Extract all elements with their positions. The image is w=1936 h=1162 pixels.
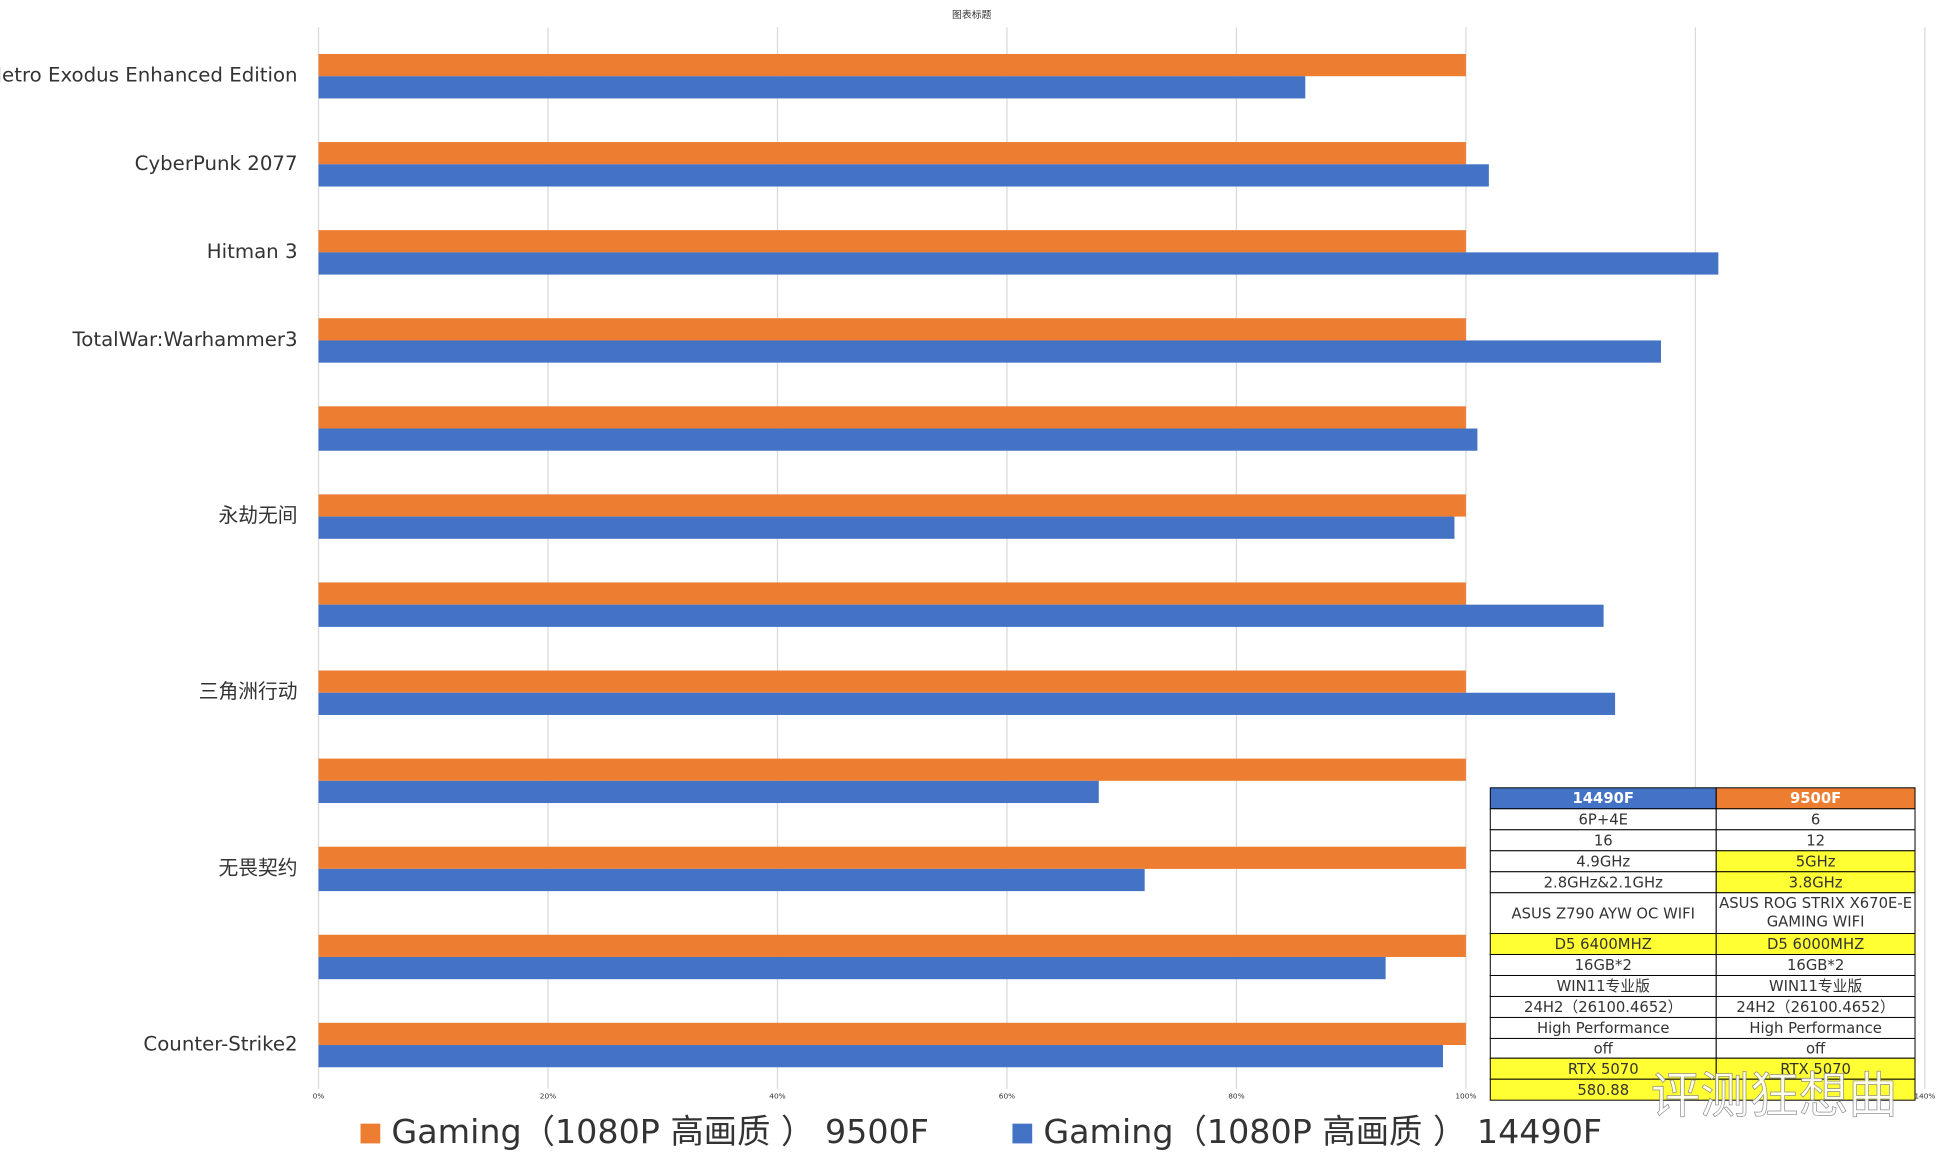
chart-title: 图表标题 (952, 8, 992, 21)
bar (318, 53, 1466, 77)
bar (318, 604, 1604, 627)
bar (318, 428, 1478, 451)
legend-label: Gaming（1080P 高画质 ） 14490F (1043, 1112, 1602, 1151)
table-cell-text: 16GB*2 (1575, 957, 1632, 974)
y-tick-label: Counter-Strike2 (143, 1033, 297, 1056)
bar (318, 494, 1466, 517)
x-tick-label: 40% (769, 1091, 785, 1100)
table-cell-text: 16GB*2 (1787, 957, 1844, 974)
bar (318, 230, 1466, 253)
table-header: 14490F (1572, 790, 1634, 807)
bar (318, 164, 1489, 187)
bar (318, 846, 1466, 869)
table-cell-text: High Performance (1537, 1020, 1669, 1037)
bar (318, 516, 1455, 539)
bar (318, 1022, 1466, 1046)
table-cell-text: 24H2（26100.4652） (1524, 999, 1682, 1016)
table-cell-text: 3.8GHz (1789, 874, 1843, 891)
table-cell-text: 16 (1594, 833, 1613, 850)
bar (318, 780, 1099, 804)
y-tick-label: 永劫无间 (219, 504, 298, 527)
legend-swatch (1012, 1123, 1033, 1144)
bar (318, 318, 1466, 341)
table-cell-text: RTX 5070 (1780, 1061, 1851, 1078)
table-cell-text: D5 6400MHZ (1555, 936, 1652, 953)
table-cell-text: 4.9GHz (1576, 854, 1630, 871)
table-cell-text: 24H2（26100.4652） (1736, 999, 1894, 1016)
x-tick-label: 80% (1228, 1091, 1244, 1100)
table-cell-text: 580.88 (1577, 1082, 1629, 1099)
y-tick-label: Hitman 3 (207, 240, 298, 263)
table-cell (1715, 892, 1916, 934)
bar (318, 692, 1616, 715)
y-tick-label: CyberPunk 2077 (135, 152, 298, 175)
table-cell-text: 5GHz (1796, 854, 1836, 871)
legend-swatch (360, 1123, 381, 1144)
bar (318, 252, 1719, 275)
bar (318, 934, 1466, 957)
bar (318, 76, 1306, 99)
bar (318, 142, 1466, 165)
bar (318, 582, 1466, 605)
x-tick-label: 60% (999, 1091, 1015, 1100)
y-tick-label: 三角洲行动 (199, 680, 298, 703)
y-tick-label: Metro Exodus Enhanced Edition (0, 64, 298, 87)
table-cell-text: 6 (1811, 812, 1820, 829)
table-cell-text: ASUS ROG STRIX X670E-E GAMING WIFI (1719, 895, 1912, 931)
bar (318, 1045, 1443, 1068)
table-cell-text: WIN11专业版 (1557, 978, 1650, 995)
table-cell-text: 6P+4E (1578, 812, 1628, 829)
x-tick-label: 140% (1914, 1091, 1935, 1100)
table-header: 9500F (1790, 790, 1841, 807)
table-cell-text: ASUS Z790 AYW OC WIFI (1512, 905, 1695, 922)
legend-label: Gaming（1080P 高画质 ） 9500F (391, 1112, 929, 1151)
table-cell-text: off (1806, 1041, 1826, 1058)
table-cell (1715, 1078, 1916, 1101)
x-tick-label: 0% (313, 1091, 325, 1100)
table-cell-text: D5 6000MHZ (1767, 936, 1864, 953)
table-cell-text: High Performance (1749, 1020, 1881, 1037)
x-tick-label: 100% (1455, 1091, 1476, 1100)
x-tick-label: 20% (540, 1091, 556, 1100)
y-tick-label: 无畏契约 (219, 856, 298, 879)
bar (318, 868, 1145, 892)
table-cell-text: RTX 5070 (1568, 1061, 1639, 1078)
bar (318, 956, 1386, 980)
table-cell-text: off (1594, 1041, 1614, 1058)
y-tick-label: TotalWar:Warhammer3 (72, 328, 298, 351)
table-cell-text: 12 (1806, 833, 1825, 850)
bar (318, 406, 1466, 429)
bar (318, 758, 1466, 781)
watermark: 评测狂想曲 (1651, 1066, 1898, 1124)
table-cell-text: WIN11专业版 (1769, 978, 1862, 995)
bar (318, 670, 1466, 693)
bar (318, 340, 1661, 363)
table-cell-text: 2.8GHz&2.1GHz (1544, 874, 1664, 891)
